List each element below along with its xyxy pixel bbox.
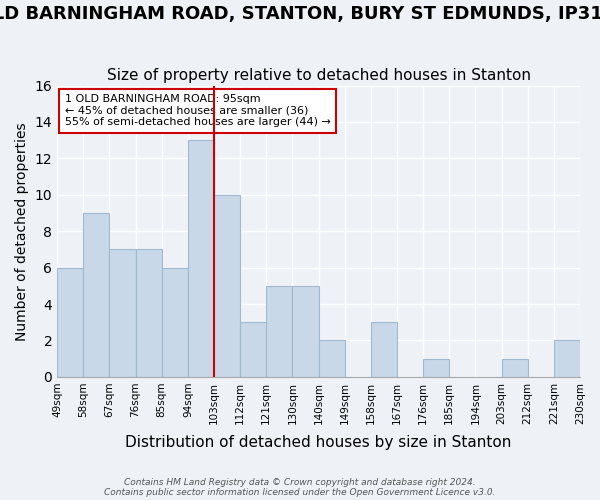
Title: Size of property relative to detached houses in Stanton: Size of property relative to detached ho… [107, 68, 530, 83]
Bar [502, 358, 528, 377]
Text: 1 OLD BARNINGHAM ROAD: 95sqm
← 45% of detached houses are smaller (36)
55% of se: 1 OLD BARNINGHAM ROAD: 95sqm ← 45% of de… [65, 94, 331, 128]
Bar [57, 268, 83, 377]
Bar [136, 250, 162, 377]
Bar [266, 286, 292, 377]
Bar [371, 322, 397, 377]
Text: Contains HM Land Registry data © Crown copyright and database right 2024.
Contai: Contains HM Land Registry data © Crown c… [104, 478, 496, 497]
Bar [188, 140, 214, 377]
Bar [554, 340, 580, 377]
Bar [423, 358, 449, 377]
X-axis label: Distribution of detached houses by size in Stanton: Distribution of detached houses by size … [125, 435, 512, 450]
Text: 1, OLD BARNINGHAM ROAD, STANTON, BURY ST EDMUNDS, IP31 2BA: 1, OLD BARNINGHAM ROAD, STANTON, BURY ST… [0, 5, 600, 23]
Bar [214, 195, 240, 377]
Y-axis label: Number of detached properties: Number of detached properties [15, 122, 29, 340]
Bar [162, 268, 188, 377]
Bar [319, 340, 345, 377]
Bar [109, 250, 136, 377]
Bar [83, 213, 109, 377]
Bar [292, 286, 319, 377]
Bar [240, 322, 266, 377]
